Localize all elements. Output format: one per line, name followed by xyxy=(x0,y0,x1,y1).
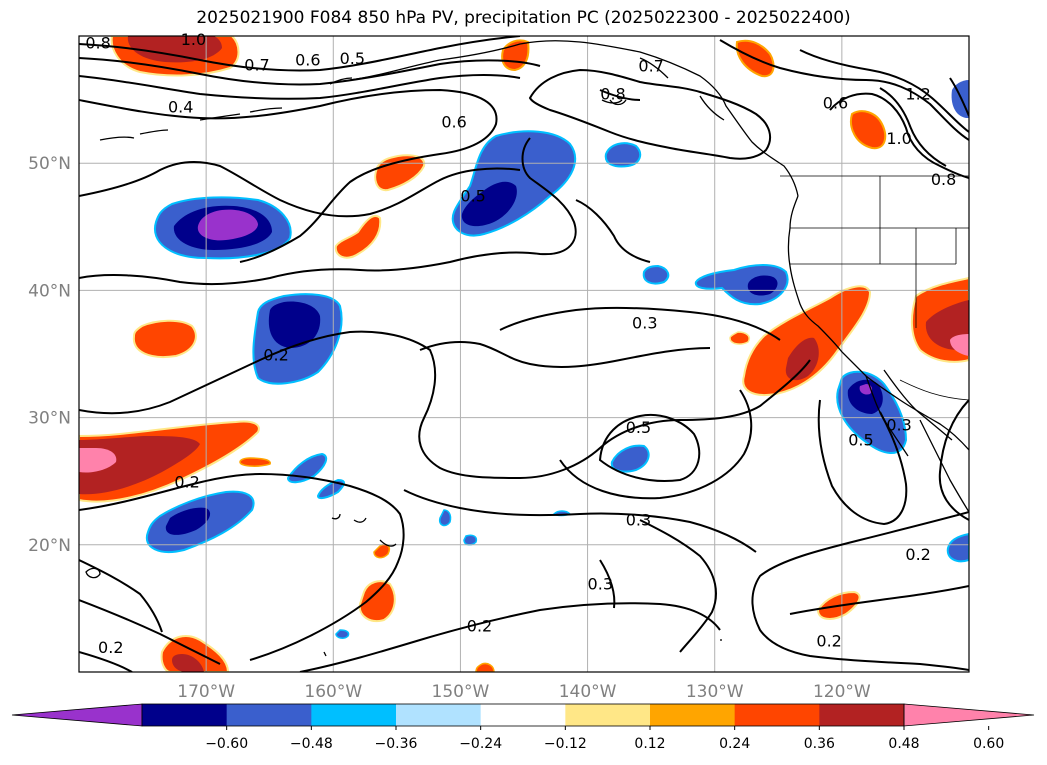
colorbar-label: −0.48 xyxy=(290,736,333,752)
longitude-label: 170°W xyxy=(177,682,235,702)
contour-label: 0.2 xyxy=(263,345,288,364)
longitude-labels: 170°W 160°W 150°W 140°W 130°W 120°W xyxy=(177,682,871,702)
contour-label: 0.3 xyxy=(632,314,657,333)
colorbar-swatch xyxy=(734,704,820,726)
longitude-label: 140°W xyxy=(559,682,617,702)
longitude-label: 130°W xyxy=(686,682,744,702)
precipitation-shading xyxy=(79,36,969,672)
colorbar-swatch xyxy=(565,704,651,726)
pv-contours xyxy=(79,36,969,672)
colorbar-label: 0.48 xyxy=(888,736,919,752)
contour-label: 0.3 xyxy=(886,415,911,434)
colorbar-swatch xyxy=(819,704,905,726)
contour-label: 0.5 xyxy=(626,418,651,437)
colorbar-label: 0.36 xyxy=(804,736,835,752)
colorbar-label: −0.12 xyxy=(544,736,587,752)
colorbar-label: 0.60 xyxy=(973,736,1004,752)
contour-label: 0.3 xyxy=(626,511,651,530)
contour-label: 0.2 xyxy=(98,638,123,657)
colorbar-swatch xyxy=(311,704,397,726)
contour-label: 1.2 xyxy=(905,85,930,104)
political-borders xyxy=(780,175,969,401)
colorbar-swatch xyxy=(396,704,482,726)
contour-labels: 0.8 1.0 0.7 0.6 0.5 0.4 0.6 0.8 0.7 0.6 1.0 1.2 0.8 0… xyxy=(85,30,956,657)
latitude-label: 50°N xyxy=(28,154,71,174)
contour-label: 0.2 xyxy=(816,632,841,651)
contour-label: 1.0 xyxy=(886,129,911,148)
contour-label: 0.8 xyxy=(85,34,110,53)
contour-label: 0.8 xyxy=(600,85,625,104)
contour-label: 0.6 xyxy=(441,113,466,132)
contour-label: 0.3 xyxy=(588,574,613,593)
colorbar-label: −0.24 xyxy=(459,736,502,752)
graticule xyxy=(79,36,969,672)
contour-label: 0.2 xyxy=(174,473,199,492)
contour-label: 0.4 xyxy=(168,97,193,116)
plot-frame xyxy=(78,35,970,673)
contour-label: 0.6 xyxy=(823,94,848,113)
colorbar-swatch xyxy=(650,704,736,726)
contour-label: 0.5 xyxy=(848,431,873,450)
longitude-label: 120°W xyxy=(813,682,871,702)
colorbar-label: 0.24 xyxy=(719,736,750,752)
contour-label: 1.0 xyxy=(181,30,206,49)
colorbar-label: 0.12 xyxy=(634,736,665,752)
contour-label: 0.5 xyxy=(340,49,365,68)
longitude-label: 160°W xyxy=(304,682,362,702)
colorbar-extend-high xyxy=(903,703,1035,727)
contour-label: 0.2 xyxy=(467,616,492,635)
longitude-label: 150°W xyxy=(432,682,490,702)
latitude-label: 20°N xyxy=(28,536,71,556)
contour-label: 0.8 xyxy=(931,170,956,189)
colorbar-swatch xyxy=(142,704,228,726)
colorbar: −0.60 −0.48 −0.36 −0.24 −0.12 0.12 0.24 0.36 0.4… xyxy=(11,703,1035,752)
map-title: 2025021900 F084 850 hPa PV, precipitatio… xyxy=(196,8,851,28)
colorbar-label: −0.36 xyxy=(375,736,418,752)
contour-label: 0.6 xyxy=(295,50,320,69)
colorbar-label: −0.60 xyxy=(205,736,248,752)
colorbar-swatch xyxy=(226,704,312,726)
latitude-label: 40°N xyxy=(28,281,71,301)
contour-label: 0.7 xyxy=(638,57,663,76)
contour-label: 0.2 xyxy=(905,545,930,564)
contour-label: 0.7 xyxy=(244,55,269,74)
colorbar-frame xyxy=(141,703,905,727)
latitude-label: 30°N xyxy=(28,409,71,429)
contour-label: 0.5 xyxy=(460,186,485,205)
colorbar-extend-low xyxy=(11,703,143,727)
colorbar-swatch xyxy=(480,704,566,726)
latitude-labels: 50°N 40°N 30°N 20°N xyxy=(28,154,71,556)
